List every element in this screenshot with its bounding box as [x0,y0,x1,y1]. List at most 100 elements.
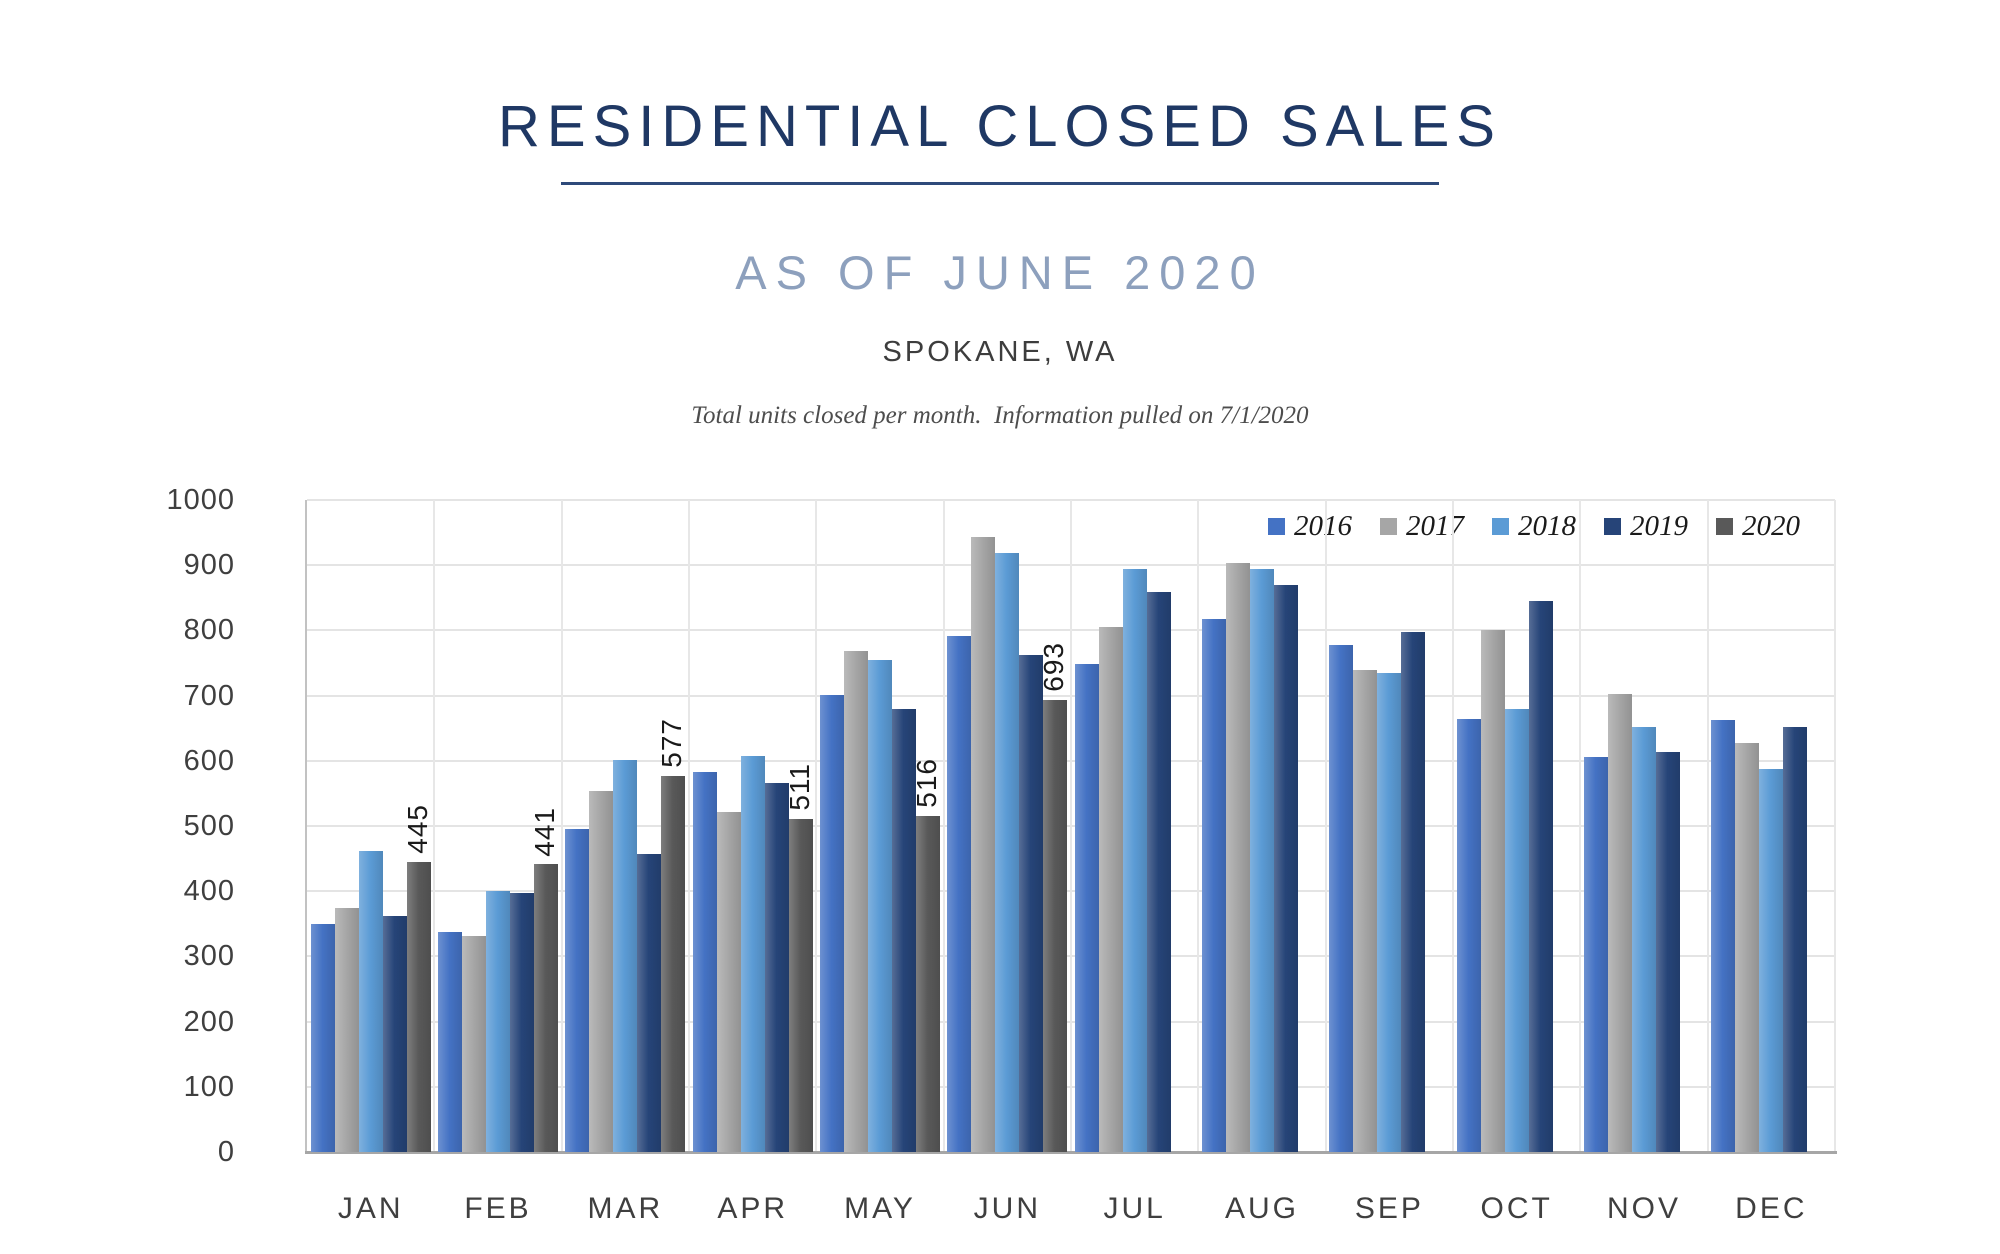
bar-2019-OCT [1528,601,1553,1152]
bar-2016-NOV [1584,756,1608,1152]
bar-2019-FEB [510,892,534,1152]
legend-swatch-2016 [1268,518,1285,535]
bar-2020-JUN [1043,700,1068,1152]
y-axis-tick-500: 500 [183,810,235,842]
data-label-2020-JUN: 693 [1038,642,1070,693]
bar-2016-JUL [1074,664,1099,1152]
legend-swatch-2020 [1716,518,1733,535]
x-axis-label-JAN: JAN [337,1192,404,1225]
report-header: RESIDENTIAL CLOSED SALES AS OF JUNE 2020… [0,0,2000,429]
bar-2016-FEB [438,932,462,1152]
data-label-2020-JAN: 445 [401,804,433,854]
gridline-v-5 [942,500,945,1152]
bar-2018-DEC [1759,768,1784,1152]
data-label-2020-MAR: 577 [656,718,688,768]
x-axis-label-AUG: AUG [1224,1192,1299,1225]
bar-2019-NOV [1656,752,1680,1152]
footnote: Total units closed per month. Informatio… [691,402,1309,429]
legend-swatch-2018 [1492,518,1509,535]
bar-2017-DEC [1735,743,1760,1152]
bar-2017-SEP [1353,669,1378,1152]
y-axis-tick-100: 100 [183,1070,235,1103]
bar-2019-DEC [1783,726,1808,1152]
bar-2018-NOV [1632,726,1656,1152]
bar-2019-AUG [1274,585,1298,1152]
bar-2020-APR [788,818,813,1152]
legend-item-2018: 2018 [1492,512,1576,541]
bar-2018-FEB [486,890,510,1152]
x-axis-label-DEC: DEC [1735,1192,1808,1225]
bar-2020-MAR [661,775,686,1152]
bar-2016-JUN [947,636,972,1152]
bar-2018-JUN [995,553,1020,1152]
x-axis-label-MAR: MAR [587,1192,664,1225]
bar-2018-MAR [613,760,638,1152]
chart-legend: 2016 2017 2018 2019 2020 [1268,512,1800,541]
bar-2017-APR [716,812,741,1152]
y-axis-tick-0: 0 [217,1136,235,1168]
bar-2017-FEB [462,936,486,1152]
y-axis-tick-700: 700 [183,679,235,712]
bar-2019-MAY [892,709,916,1152]
legend-item-2020: 2020 [1716,512,1800,541]
bar-2019-JAN [382,915,407,1152]
bar-2020-FEB [534,864,558,1152]
bar-2017-AUG [1226,563,1250,1152]
y-axis-tick-200: 200 [183,1005,235,1038]
x-axis-label-APR: APR [717,1192,788,1225]
data-label-2020-APR: 511 [783,763,815,811]
bar-2018-APR [740,756,765,1152]
bar-2020-MAY [916,815,940,1152]
legend-item-2019: 2019 [1604,512,1688,541]
bar-2016-OCT [1456,719,1481,1152]
y-axis-tick-800: 800 [183,614,235,647]
bar-2019-SEP [1401,632,1426,1152]
bar-2019-JUL [1146,591,1171,1152]
legend-item-2016: 2016 [1268,512,1352,541]
bar-2016-MAY [820,694,844,1152]
bar-2019-MAR [637,854,662,1152]
gridline-v-1 [433,500,436,1152]
bar-2016-APR [692,771,717,1152]
gridline-v-11 [1706,500,1709,1152]
gridline-v-8 [1324,500,1327,1152]
legend-label-2020: 2020 [1742,510,1800,542]
x-axis-label-FEB: FEB [464,1192,532,1225]
bar-2016-DEC [1711,720,1736,1152]
x-axis-label-SEP: SEP [1354,1192,1424,1225]
y-axis-tick-300: 300 [183,940,235,973]
x-axis-label-JUL: JUL [1103,1192,1166,1225]
bar-2017-OCT [1480,630,1505,1152]
y-axis-tick-400: 400 [183,875,235,908]
legend-label-2019: 2019 [1630,510,1688,542]
gridline-v-2 [560,500,563,1152]
legend-label-2016: 2016 [1294,510,1352,542]
data-label-2020-FEB: 441 [529,806,560,857]
bar-2017-MAR [589,791,614,1152]
bar-2018-SEP [1377,673,1402,1152]
bar-2016-SEP [1329,644,1354,1152]
legend-swatch-2017 [1380,518,1397,535]
bar-2018-JUL [1122,569,1147,1152]
page-subtitle: AS OF JUNE 2020 [735,246,1265,299]
bar-2020-JAN [406,861,431,1152]
gridline-v-6 [1070,500,1072,1152]
bar-2017-NOV [1608,693,1632,1152]
bar-2016-MAR [565,829,590,1152]
gridline-v-12 [1834,500,1836,1152]
y-axis-tick-900: 900 [183,549,235,582]
x-axis-label-JUN: JUN [973,1192,1041,1225]
x-axis-label-OCT: OCT [1480,1192,1553,1225]
legend-label-2017: 2017 [1406,510,1464,542]
bar-2016-JAN [310,924,335,1152]
gridline-v-3 [688,500,690,1152]
y-axis-line [305,500,307,1152]
data-label-2020-MAY: 516 [911,757,942,808]
y-axis-tick-1000: 1000 [166,484,235,516]
gridline-v-7 [1197,500,1200,1152]
bar-2018-AUG [1250,569,1274,1152]
page-title: RESIDENTIAL CLOSED SALES [498,94,1502,159]
x-axis-line [305,1151,1837,1154]
bar-2018-OCT [1504,709,1529,1152]
